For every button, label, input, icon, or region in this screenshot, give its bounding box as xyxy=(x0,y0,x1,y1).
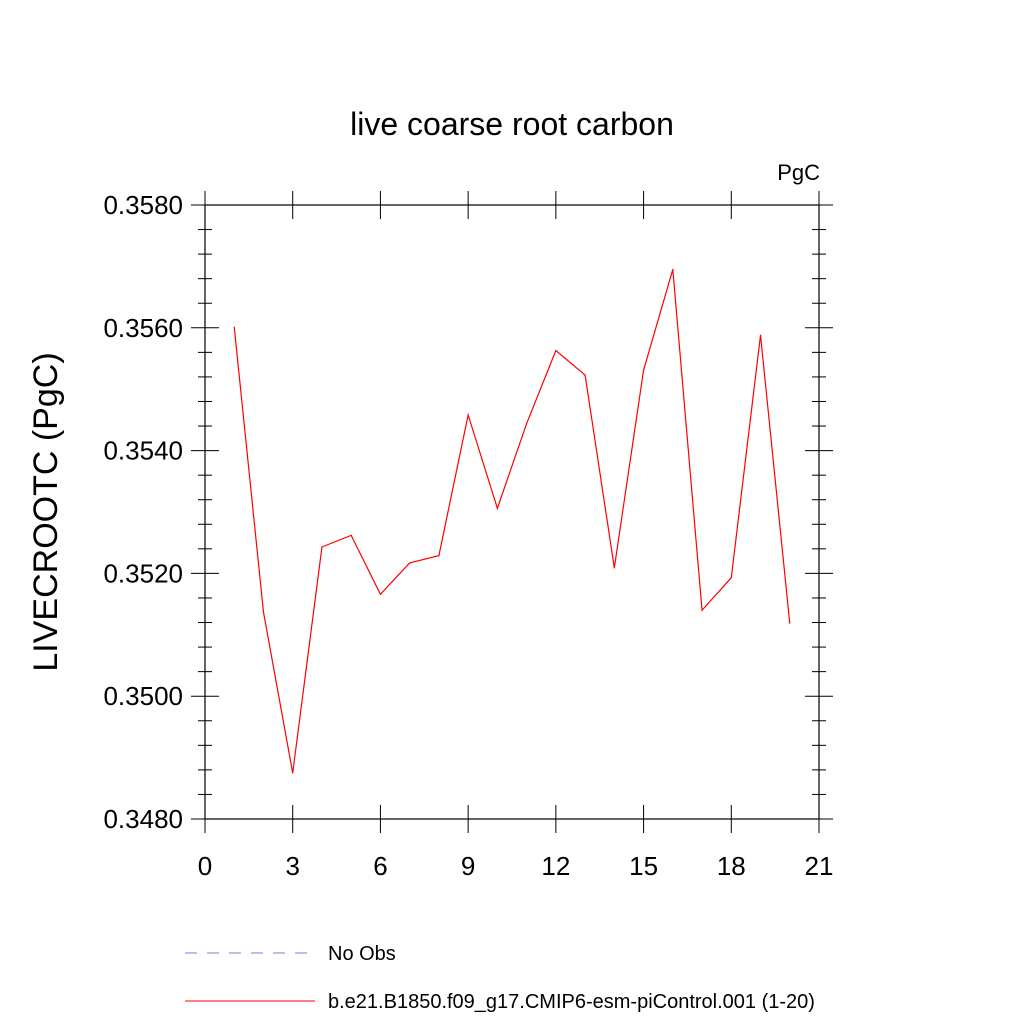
data-point xyxy=(321,546,323,548)
data-point xyxy=(438,554,440,557)
x-tick-labels: 0 3 6 9 12 15 18 21 xyxy=(198,851,834,881)
legend-label-series: b.e21.B1850.f09_g17.CMIP6-esm-piControl.… xyxy=(328,991,815,1013)
units-label: PgC xyxy=(777,160,820,185)
plot-frame xyxy=(204,204,820,820)
data-point xyxy=(233,326,235,328)
x-tick-label: 18 xyxy=(717,851,746,881)
y-tick-label: 0.3580 xyxy=(103,190,183,220)
data-point xyxy=(262,611,265,613)
series-layer xyxy=(233,268,791,774)
data-point xyxy=(789,622,791,624)
y-tick-labels: 0.3480 0.3500 0.3520 0.3540 0.3560 0.3580 xyxy=(103,190,183,834)
chart-title: live coarse root carbon xyxy=(350,106,674,142)
y-tick-label: 0.3520 xyxy=(103,558,183,588)
data-point xyxy=(496,507,498,509)
data-point xyxy=(701,609,703,611)
y-tick-label: 0.3540 xyxy=(103,436,183,466)
axis-ticks xyxy=(191,191,833,833)
x-tick-label: 9 xyxy=(461,851,475,881)
y-tick-label: 0.3500 xyxy=(103,681,183,711)
x-tick-label: 6 xyxy=(373,851,387,881)
data-point xyxy=(379,593,382,595)
x-tick-label: 21 xyxy=(805,851,834,881)
data-point xyxy=(730,577,732,579)
x-tick-label: 3 xyxy=(285,851,299,881)
series-line xyxy=(233,269,791,774)
x-tick-label: 15 xyxy=(629,851,658,881)
y-tick-label: 0.3480 xyxy=(103,804,183,834)
data-point xyxy=(642,369,645,371)
x-tick-label: 12 xyxy=(541,851,570,881)
data-point xyxy=(292,772,294,774)
data-point xyxy=(613,567,615,569)
y-tick-label: 0.3560 xyxy=(103,313,183,343)
legend-label-no-obs: No Obs xyxy=(328,943,396,965)
data-point xyxy=(526,422,528,425)
x-tick-label: 0 xyxy=(198,851,212,881)
legend: No Obs b.e21.B1850.f09_g17.CMIP6-esm-piC… xyxy=(185,943,815,1013)
data-point xyxy=(555,349,557,352)
data-point xyxy=(584,374,586,376)
data-point xyxy=(759,334,762,336)
data-point xyxy=(467,414,469,416)
data-point xyxy=(672,268,674,271)
data-point xyxy=(350,534,352,536)
y-axis-label: LIVECROOTC (PgC) xyxy=(27,352,65,671)
data-point xyxy=(409,562,411,564)
